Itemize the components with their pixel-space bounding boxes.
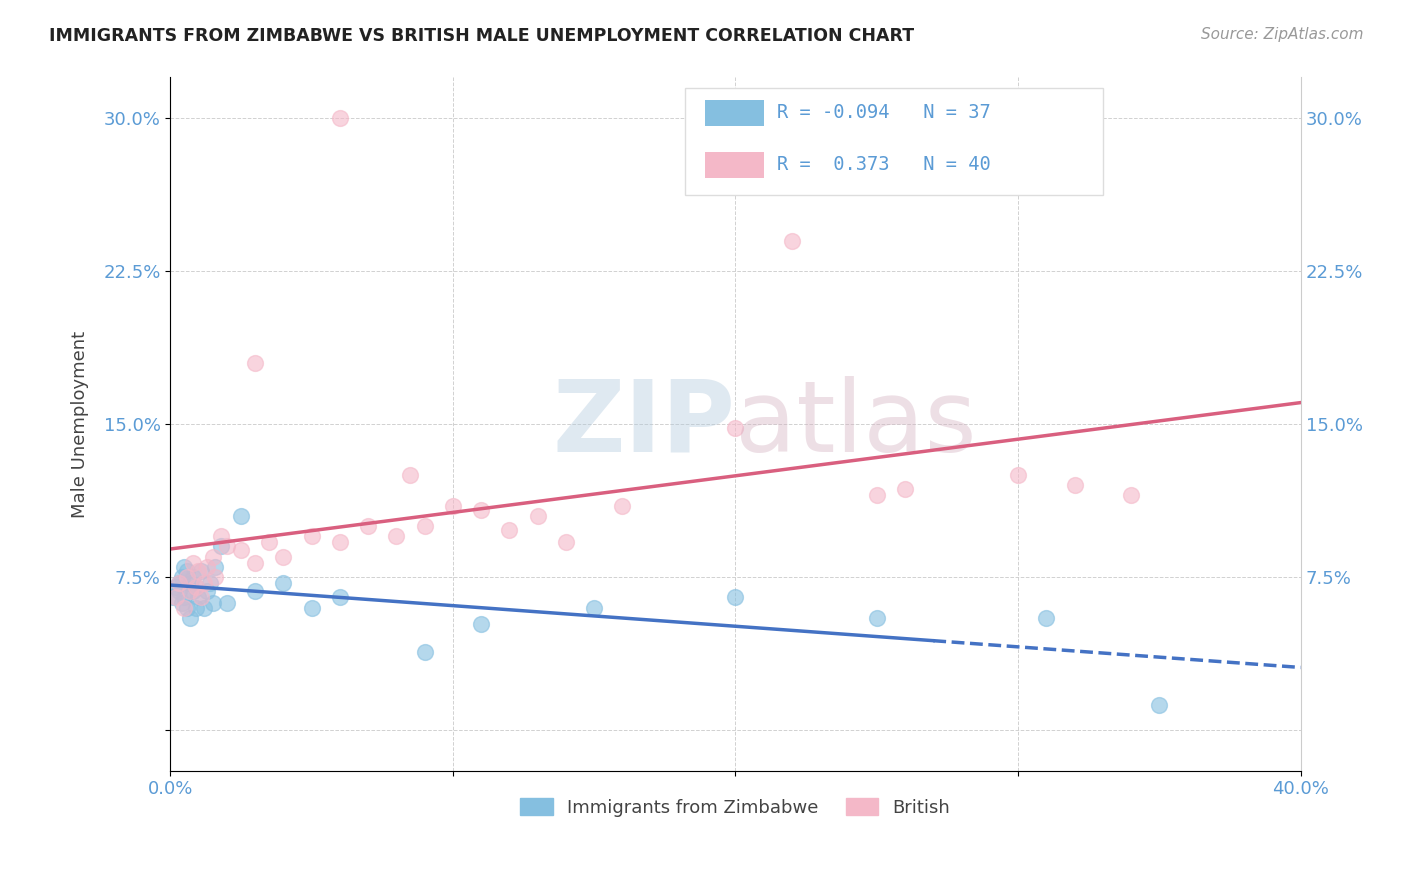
Point <box>257 535 280 549</box>
Point <box>173 559 195 574</box>
Point <box>195 584 218 599</box>
Point <box>184 580 207 594</box>
Point <box>413 645 436 659</box>
Point <box>329 535 352 549</box>
Point <box>167 584 190 599</box>
Point <box>193 576 215 591</box>
Point <box>243 584 266 599</box>
Point <box>176 600 198 615</box>
Point <box>176 564 198 578</box>
Text: atlas: atlas <box>735 376 977 473</box>
Text: ZIP: ZIP <box>553 376 735 473</box>
Point <box>209 529 232 543</box>
Point <box>470 502 492 516</box>
Bar <box>704 152 763 178</box>
Text: R =  0.373   N = 40: R = 0.373 N = 40 <box>778 155 991 174</box>
Point <box>195 559 218 574</box>
Point <box>170 570 193 584</box>
Point <box>329 112 352 126</box>
Point <box>165 591 187 605</box>
Legend: Immigrants from Zimbabwe, British: Immigrants from Zimbabwe, British <box>513 791 957 824</box>
Point <box>724 591 747 605</box>
Point <box>229 543 252 558</box>
Point <box>526 508 548 523</box>
Point <box>357 519 380 533</box>
Y-axis label: Male Unemployment: Male Unemployment <box>72 331 89 517</box>
Point <box>167 576 190 591</box>
Point <box>1035 611 1057 625</box>
Point <box>301 529 323 543</box>
Point <box>243 356 266 370</box>
Point <box>179 584 201 599</box>
Point <box>204 559 226 574</box>
Point <box>215 540 238 554</box>
Point <box>201 597 224 611</box>
Point <box>1063 478 1085 492</box>
Point <box>193 600 215 615</box>
Point <box>271 549 294 564</box>
Point <box>179 576 201 591</box>
Point <box>894 483 917 497</box>
Point <box>1007 468 1029 483</box>
Bar <box>704 100 763 126</box>
Point <box>165 580 187 594</box>
Point <box>583 600 606 615</box>
Point <box>866 488 889 502</box>
Point <box>176 570 198 584</box>
Point <box>1119 488 1142 502</box>
Point <box>780 234 803 248</box>
Point <box>385 529 408 543</box>
Point <box>243 556 266 570</box>
Point <box>612 499 634 513</box>
Point <box>187 564 209 578</box>
Point <box>181 556 204 570</box>
Point <box>204 570 226 584</box>
Point <box>1149 698 1171 713</box>
Point <box>866 611 889 625</box>
Point <box>554 535 576 549</box>
Point <box>190 591 212 605</box>
Text: Source: ZipAtlas.com: Source: ZipAtlas.com <box>1201 27 1364 42</box>
Point <box>441 499 464 513</box>
Point <box>209 540 232 554</box>
Text: IMMIGRANTS FROM ZIMBABWE VS BRITISH MALE UNEMPLOYMENT CORRELATION CHART: IMMIGRANTS FROM ZIMBABWE VS BRITISH MALE… <box>49 27 914 45</box>
Point <box>399 468 422 483</box>
Point <box>329 591 352 605</box>
Point <box>181 584 204 599</box>
Point <box>470 616 492 631</box>
Point <box>271 576 294 591</box>
Point <box>201 549 224 564</box>
Point <box>215 597 238 611</box>
Point <box>184 600 207 615</box>
Point <box>187 591 209 605</box>
Text: R = -0.094   N = 37: R = -0.094 N = 37 <box>778 103 991 122</box>
Point <box>173 600 195 615</box>
Point <box>198 576 221 591</box>
Point <box>181 570 204 584</box>
Point <box>724 421 747 435</box>
FancyBboxPatch shape <box>685 87 1102 195</box>
Point <box>162 591 184 605</box>
Point <box>498 523 520 537</box>
Point <box>413 519 436 533</box>
Point <box>190 564 212 578</box>
Point <box>179 611 201 625</box>
Point <box>170 597 193 611</box>
Point <box>167 576 190 591</box>
Point <box>173 591 195 605</box>
Point <box>229 508 252 523</box>
Point <box>184 580 207 594</box>
Point <box>301 600 323 615</box>
